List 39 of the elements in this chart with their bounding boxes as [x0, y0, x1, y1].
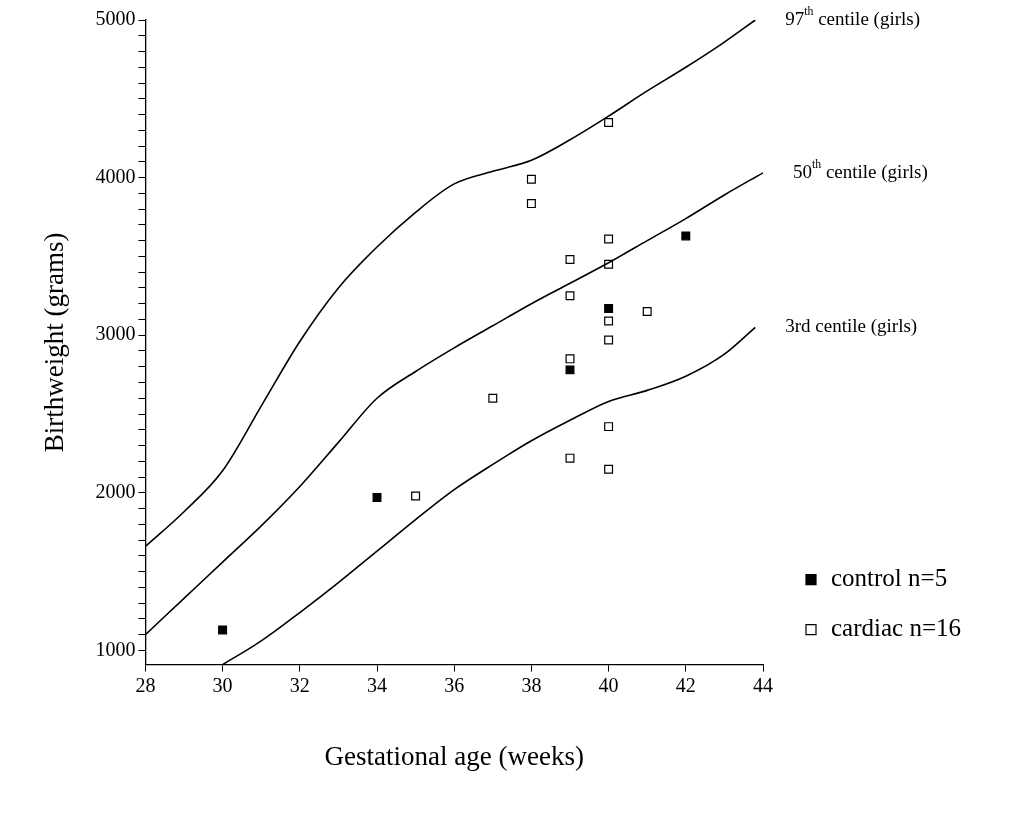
point	[604, 335, 614, 345]
point	[604, 303, 614, 313]
x-tick-label: 34	[367, 673, 387, 696]
point	[681, 231, 691, 241]
x-tick-label: 40	[598, 673, 619, 696]
point	[565, 453, 575, 463]
point	[565, 255, 575, 265]
y-tick-label: 5000	[95, 7, 136, 30]
x-tick-label: 30	[212, 673, 233, 696]
point	[565, 365, 575, 375]
x-tick-label: 38	[521, 673, 542, 696]
y-tick-label: 3000	[95, 322, 136, 345]
point	[642, 307, 652, 317]
y-axis-title: Birthweight (grams)	[39, 232, 70, 453]
point	[604, 234, 614, 244]
legend-label: control n=5	[831, 564, 948, 592]
legend-label: cardiac n=16	[831, 614, 962, 642]
y-tick-label: 2000	[95, 480, 136, 503]
point	[526, 174, 536, 184]
x-tick-label: 36	[444, 673, 465, 696]
y-tick-label: 4000	[95, 164, 136, 187]
x-axis-title: Gestational age (weeks)	[324, 740, 584, 771]
point	[604, 464, 614, 474]
x-tick-label: 28	[135, 673, 156, 696]
point	[565, 354, 575, 364]
x-tick-label: 44	[753, 673, 773, 696]
point	[604, 117, 614, 127]
point	[218, 625, 228, 635]
point	[604, 316, 614, 326]
point	[372, 493, 382, 503]
point	[488, 393, 498, 403]
point	[565, 291, 575, 301]
x-tick-label: 32	[289, 673, 310, 696]
point	[604, 422, 614, 432]
x-tick-label: 42	[675, 673, 696, 696]
point	[526, 199, 536, 209]
series-label: 3rd centile (girls)	[785, 315, 918, 338]
point	[411, 491, 421, 501]
y-tick-label: 1000	[95, 637, 136, 660]
